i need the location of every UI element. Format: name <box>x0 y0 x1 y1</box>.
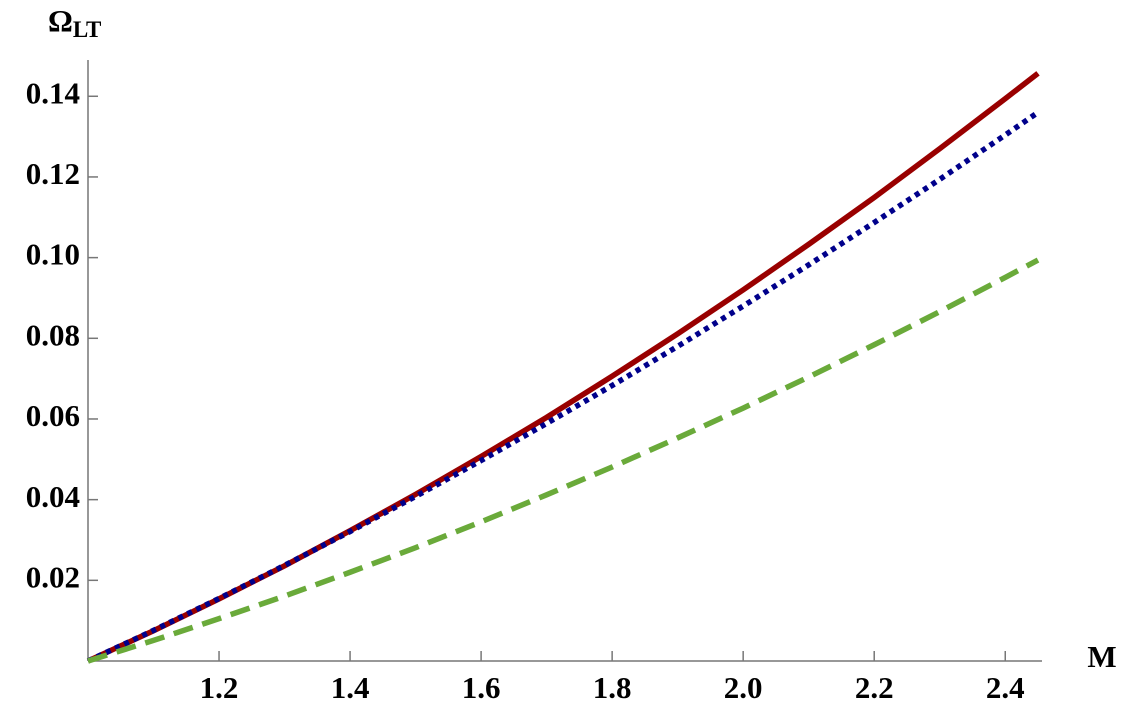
y-axis-label-main: Ω <box>48 3 73 38</box>
y-tick-label: 0.08 <box>26 317 80 352</box>
x-tick-label: 1.2 <box>200 670 239 705</box>
series-line <box>86 71 1040 664</box>
y-tick-label: 0.04 <box>26 479 80 514</box>
y-tick-label: 0.02 <box>26 559 80 594</box>
x-tick-label: 1.8 <box>593 670 632 705</box>
y-tick-label: 0.06 <box>26 398 80 433</box>
y-tick-label: 0.14 <box>26 75 80 110</box>
y-axis-label: ΩLT <box>48 3 101 42</box>
x-tick-label: 2.4 <box>986 670 1025 705</box>
x-tick-label: 2.0 <box>724 670 763 705</box>
x-axis-label: M <box>1087 639 1116 674</box>
y-axis-label-sub: LT <box>73 17 102 42</box>
series-line <box>87 257 1040 664</box>
x-tick-label: 2.2 <box>855 670 894 705</box>
x-tick-label: 1.4 <box>331 670 370 705</box>
series-line <box>86 110 1040 664</box>
x-tick-label: 1.6 <box>462 670 501 705</box>
y-tick-label: 0.12 <box>26 156 80 191</box>
y-tick-label: 0.10 <box>26 237 80 272</box>
